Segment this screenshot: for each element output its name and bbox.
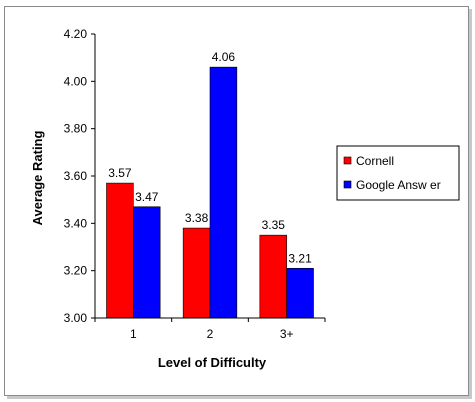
- legend-box: [336, 145, 460, 201]
- y-tick-label: 4.20: [64, 27, 88, 41]
- bar-cornell: [259, 234, 287, 319]
- bar-cornell: [182, 227, 211, 319]
- data-label: 3.35: [262, 218, 286, 232]
- y-tick-label: 4.00: [64, 74, 88, 88]
- bar-google-answer: [286, 267, 314, 319]
- y-tick-label: 3.80: [64, 122, 88, 136]
- bar-google-answer: [133, 206, 161, 319]
- legend: Cornell Google Answ er: [336, 145, 460, 201]
- y-tick-label: 3.60: [64, 169, 88, 183]
- legend-label-google-answer: Google Answ er: [356, 178, 441, 192]
- x-axis-title: Level of Difficulty: [158, 355, 267, 370]
- data-label: 3.47: [135, 190, 159, 204]
- y-axis-ticks: 3.00 3.20 3.40 3.60 3.80 4.00 4.20: [64, 27, 95, 325]
- x-tick-label: 3+: [280, 327, 294, 341]
- y-tick-label: 3.20: [64, 264, 88, 278]
- x-axis-ticks: 1 2 3+: [94, 318, 326, 341]
- data-label: 4.06: [212, 50, 236, 64]
- data-labels: 3.57 3.38 3.35 3.47 4.06 3.21: [108, 50, 312, 265]
- data-label: 3.57: [108, 166, 132, 180]
- y-tick-label: 3.40: [64, 216, 88, 230]
- bar-google-answer: [209, 66, 238, 319]
- x-tick-label: 1: [130, 327, 137, 341]
- bars: [106, 66, 314, 319]
- y-axis-title: Average Rating: [30, 131, 45, 226]
- data-label: 3.38: [185, 211, 209, 225]
- legend-swatch-google-answer: [343, 180, 352, 189]
- y-tick-label: 3.00: [64, 311, 88, 325]
- legend-label-cornell: Cornell: [356, 154, 394, 168]
- data-label: 3.21: [288, 251, 312, 265]
- x-tick-label: 2: [207, 327, 214, 341]
- bar-cornell: [106, 182, 134, 319]
- legend-swatch-cornell: [343, 156, 352, 165]
